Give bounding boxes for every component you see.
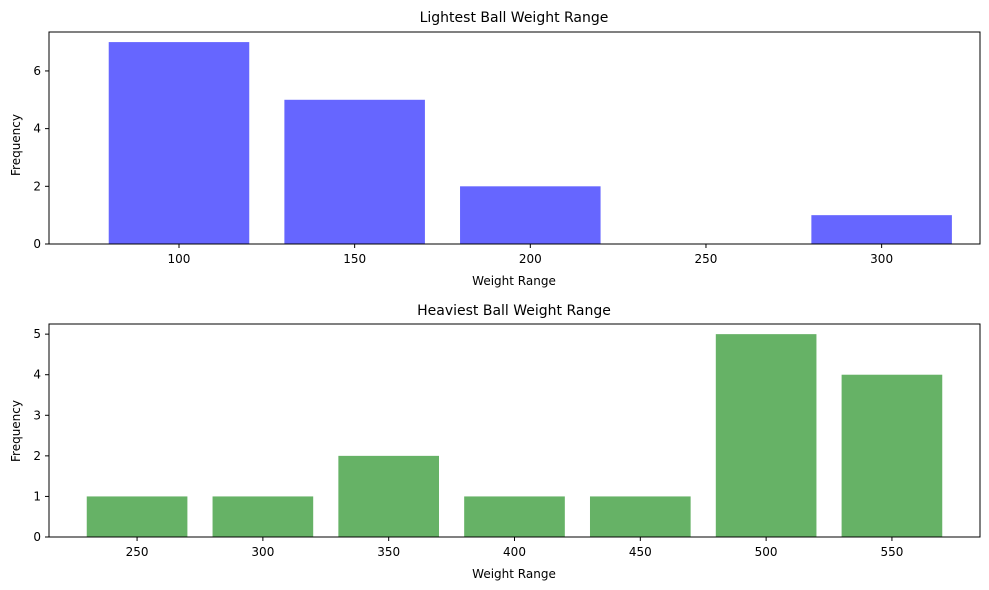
y-ticks: 0 1 2 3 4 5: [33, 327, 49, 544]
y-tick-label: 4: [33, 368, 41, 382]
x-tick-label: 300: [251, 545, 274, 559]
x-axis-label: Weight Range: [472, 274, 556, 288]
x-tick-label: 250: [695, 252, 718, 266]
chart-title: Heaviest Ball Weight Range: [417, 303, 611, 319]
y-tick-label: 5: [33, 327, 41, 341]
y-tick-label: 2: [33, 449, 41, 463]
y-tick-label: 2: [33, 179, 41, 193]
y-tick-label: 1: [33, 489, 41, 503]
bar-100: [108, 42, 250, 244]
y-axis-label: Frequency: [9, 114, 23, 176]
y-tick-label: 0: [33, 530, 41, 544]
x-tick-label: 500: [755, 545, 778, 559]
x-tick-label: 450: [629, 545, 652, 559]
x-tick-label: 350: [377, 545, 400, 559]
y-tick-label: 6: [33, 64, 41, 78]
x-tick-label: 400: [503, 545, 526, 559]
x-ticks: 250 300 350 400 450 500 550: [126, 537, 903, 559]
x-tick-label: 100: [168, 252, 191, 266]
x-ticks: 100 150 200 250 300: [168, 244, 893, 266]
x-tick-label: 200: [519, 252, 542, 266]
chart-title: Lightest Ball Weight Range: [420, 10, 609, 26]
plot-frame: [48, 31, 981, 245]
bar-400: [464, 496, 565, 537]
heaviest-ball-chart: Heaviest Ball Weight Range Weight Range …: [9, 303, 981, 581]
bar-group: [86, 334, 943, 537]
x-tick-label: 550: [880, 545, 903, 559]
bar-150: [284, 99, 425, 244]
bar-250: [86, 496, 188, 537]
plot-frame: [48, 323, 981, 538]
y-tick-label: 4: [33, 122, 41, 136]
bar-450: [589, 496, 691, 537]
y-tick-label: 0: [33, 237, 41, 251]
bar-300: [811, 215, 952, 244]
y-tick-label: 3: [33, 408, 41, 422]
bar-300: [212, 496, 314, 537]
lightest-ball-chart: Lightest Ball Weight Range Weight Range …: [9, 10, 981, 288]
x-axis-label: Weight Range: [472, 567, 556, 581]
x-tick-label: 250: [126, 545, 149, 559]
y-axis-label: Frequency: [9, 400, 23, 462]
bar-350: [338, 455, 440, 537]
x-tick-label: 150: [343, 252, 366, 266]
y-ticks: 0 2 4 6: [33, 64, 49, 251]
x-tick-label: 300: [870, 252, 893, 266]
bar-550: [841, 374, 943, 537]
bar-group: [108, 42, 952, 244]
bar-500: [715, 334, 817, 537]
bar-200: [460, 186, 601, 244]
